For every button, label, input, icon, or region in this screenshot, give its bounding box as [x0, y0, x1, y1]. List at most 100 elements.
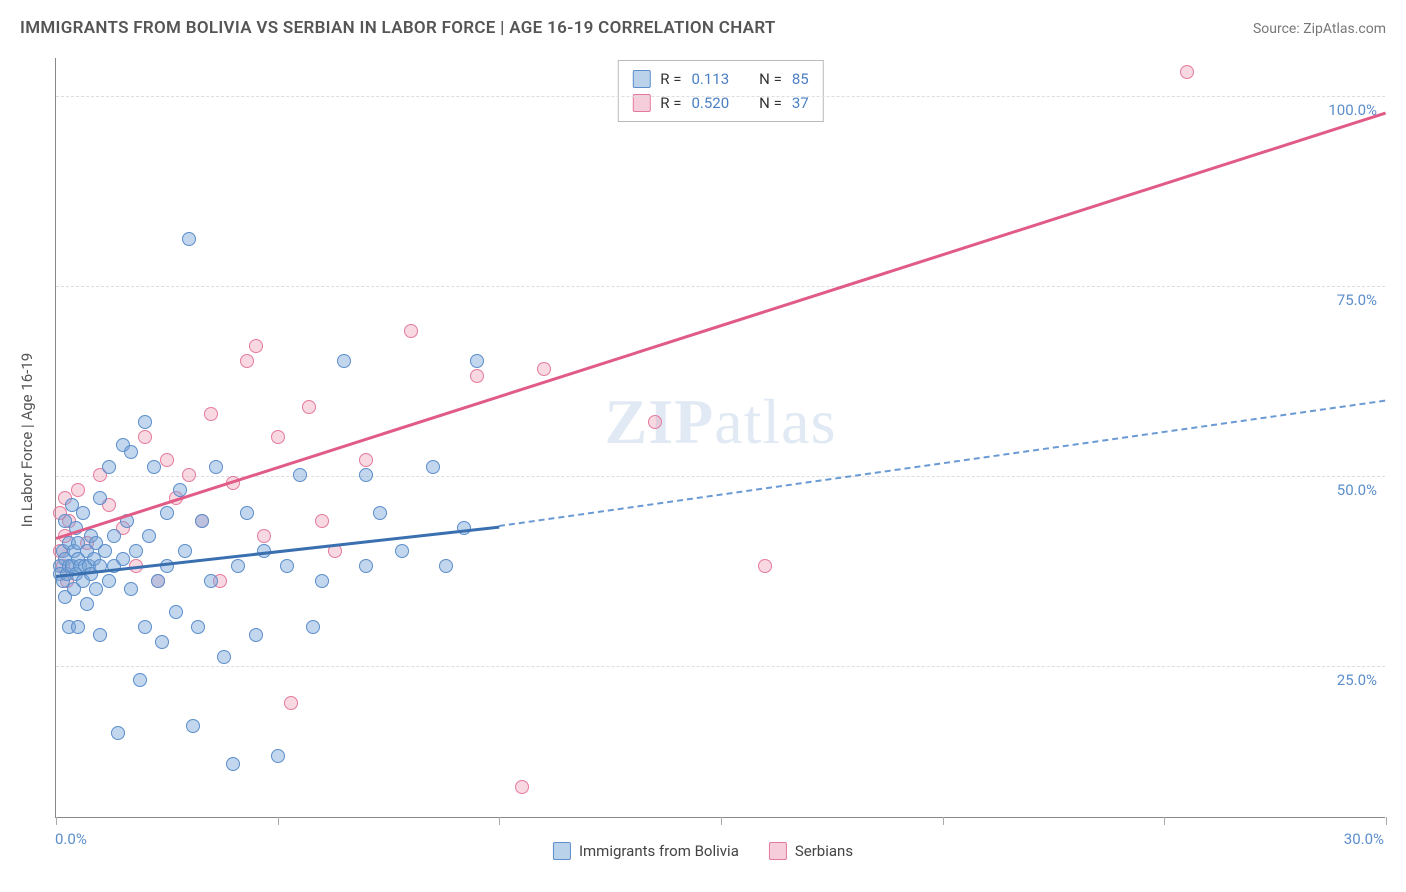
scatter-point-serbians [515, 780, 529, 794]
scatter-point-bolivia [306, 620, 320, 634]
scatter-point-serbians [204, 407, 218, 421]
y-axis-title: In Labor Force | Age 16-19 [18, 353, 36, 527]
scatter-point-serbians [537, 362, 551, 376]
trendline-bolivia-extrap [499, 400, 1386, 527]
scatter-point-bolivia [124, 582, 138, 596]
scatter-point-bolivia [240, 506, 254, 520]
legend-label-serbians: Serbians [795, 842, 853, 860]
scatter-point-bolivia [142, 529, 156, 543]
scatter-point-bolivia [217, 650, 231, 664]
scatter-point-bolivia [209, 460, 223, 474]
scatter-point-serbians [182, 468, 196, 482]
scatter-point-serbians [359, 453, 373, 467]
scatter-point-bolivia [178, 544, 192, 558]
x-tick [1386, 817, 1387, 825]
series-legend: Immigrants from Bolivia Serbians [553, 842, 853, 860]
scatter-point-bolivia [98, 544, 112, 558]
scatter-point-bolivia [133, 673, 147, 687]
scatter-point-serbians [249, 339, 263, 353]
scatter-point-bolivia [470, 354, 484, 368]
scatter-point-bolivia [102, 460, 116, 474]
scatter-point-bolivia [93, 491, 107, 505]
x-tick [56, 817, 57, 825]
scatter-point-serbians [315, 514, 329, 528]
y-tick-label: 75.0% [1337, 291, 1377, 309]
scatter-point-bolivia [138, 415, 152, 429]
plot-area: ZIPatlas R = 0.113 N = 85 R = 0.520 N = … [55, 58, 1385, 818]
swatch-bolivia [632, 70, 650, 88]
x-tick [943, 817, 944, 825]
scatter-point-bolivia [186, 719, 200, 733]
gridline-h [56, 666, 1385, 667]
r-value-serbians: 0.520 [691, 91, 729, 115]
y-tick-label: 25.0% [1337, 671, 1377, 689]
legend-item-serbians: Serbians [769, 842, 853, 860]
scatter-point-bolivia [124, 445, 138, 459]
scatter-point-bolivia [359, 559, 373, 573]
scatter-point-bolivia [138, 620, 152, 634]
watermark: ZIPatlas [605, 385, 837, 459]
watermark-light: atlas [714, 386, 836, 457]
scatter-point-bolivia [226, 757, 240, 771]
scatter-point-bolivia [182, 232, 196, 246]
n-value-bolivia: 85 [792, 67, 809, 91]
scatter-point-bolivia [116, 552, 130, 566]
legend-row-serbians: R = 0.520 N = 37 [632, 91, 808, 115]
x-tick [1164, 817, 1165, 825]
x-axis-min-label: 0.0% [55, 830, 87, 848]
scatter-point-serbians [138, 430, 152, 444]
scatter-point-bolivia [129, 544, 143, 558]
scatter-point-bolivia [293, 468, 307, 482]
scatter-point-serbians [71, 483, 85, 497]
gridline-h [56, 286, 1385, 287]
scatter-point-bolivia [160, 506, 174, 520]
correlation-legend: R = 0.113 N = 85 R = 0.520 N = 37 [617, 60, 823, 122]
scatter-point-bolivia [195, 514, 209, 528]
scatter-point-bolivia [89, 582, 103, 596]
legend-row-bolivia: R = 0.113 N = 85 [632, 67, 808, 91]
scatter-point-bolivia [102, 574, 116, 588]
scatter-point-bolivia [204, 574, 218, 588]
x-tick [278, 817, 279, 825]
scatter-point-bolivia [151, 574, 165, 588]
scatter-point-bolivia [315, 574, 329, 588]
scatter-point-bolivia [395, 544, 409, 558]
scatter-point-bolivia [147, 460, 161, 474]
n-value-serbians: 37 [792, 91, 809, 115]
scatter-point-bolivia [249, 628, 263, 642]
scatter-point-bolivia [426, 460, 440, 474]
scatter-point-bolivia [76, 506, 90, 520]
scatter-point-serbians [758, 559, 772, 573]
scatter-point-serbians [1180, 65, 1194, 79]
n-label: N = [759, 67, 782, 91]
scatter-point-serbians [240, 354, 254, 368]
r-label: R = [660, 67, 681, 91]
legend-label-bolivia: Immigrants from Bolivia [579, 842, 739, 860]
scatter-point-bolivia [373, 506, 387, 520]
chart-title: IMMIGRANTS FROM BOLIVIA VS SERBIAN IN LA… [20, 18, 776, 38]
swatch-bolivia [553, 842, 571, 860]
source-attribution: Source: ZipAtlas.com [1253, 21, 1386, 37]
scatter-point-bolivia [71, 620, 85, 634]
scatter-point-bolivia [337, 354, 351, 368]
scatter-point-serbians [257, 529, 271, 543]
scatter-point-bolivia [280, 559, 294, 573]
scatter-point-bolivia [359, 468, 373, 482]
scatter-point-serbians [271, 430, 285, 444]
scatter-point-bolivia [271, 749, 285, 763]
y-tick-label: 50.0% [1337, 481, 1377, 499]
scatter-point-serbians [470, 369, 484, 383]
scatter-point-serbians [404, 324, 418, 338]
r-value-bolivia: 0.113 [691, 67, 729, 91]
scatter-point-serbians [302, 400, 316, 414]
scatter-point-bolivia [107, 529, 121, 543]
legend-item-bolivia: Immigrants from Bolivia [553, 842, 739, 860]
n-label: N = [759, 91, 782, 115]
r-label: R = [660, 91, 681, 115]
x-axis-max-label: 30.0% [1344, 830, 1384, 848]
x-tick [721, 817, 722, 825]
scatter-point-bolivia [111, 726, 125, 740]
scatter-point-serbians [160, 453, 174, 467]
scatter-point-serbians [648, 415, 662, 429]
scatter-point-bolivia [93, 628, 107, 642]
